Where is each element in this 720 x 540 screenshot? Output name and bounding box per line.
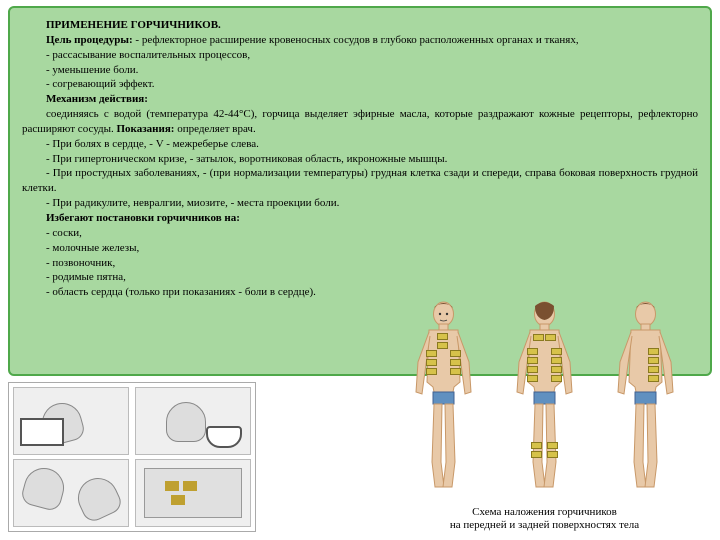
indications-text: определяет врач. — [174, 123, 255, 135]
goal-item: - согревающий эффект. — [22, 77, 698, 92]
mustard-patch — [527, 357, 538, 364]
photo-cell — [13, 387, 129, 455]
patch-icon — [165, 481, 179, 491]
mustard-patch — [450, 368, 461, 375]
mustard-patch — [545, 334, 556, 341]
mustard-patch — [437, 333, 448, 340]
title: ПРИМЕНЕНИЕ ГОРЧИЧНИКОВ. — [22, 18, 698, 33]
body-front — [396, 292, 491, 492]
mustard-patch — [426, 368, 437, 375]
back-surface — [144, 468, 242, 518]
photo-cell — [135, 459, 251, 527]
photo-cell — [135, 387, 251, 455]
caption-line2: на передней и задней поверхностях тела — [450, 519, 639, 531]
hand-icon — [71, 471, 124, 524]
caption-line1: Схема наложения горчичников — [472, 506, 617, 518]
goal-item: - рассасывание воспалительных процессов, — [22, 48, 698, 63]
avoid-item: - соски, — [22, 226, 698, 241]
mustard-patch — [533, 334, 544, 341]
mustard-patch — [648, 375, 659, 382]
mustard-patch — [450, 350, 461, 357]
mustard-patch — [551, 375, 562, 382]
mustard-patch — [531, 442, 542, 449]
mustard-patch — [551, 348, 562, 355]
body-diagram: Схема наложения горчичников на передней … — [387, 292, 702, 532]
indication-item: - При простудных заболеваниях, - (при но… — [22, 166, 698, 196]
mustard-patch — [551, 357, 562, 364]
indication-item: - При болях в сердце, - V - межреберье с… — [22, 137, 698, 152]
avoid-item: - позвоночник, — [22, 256, 698, 271]
goal-item: - уменьшение боли. — [22, 63, 698, 78]
hand-icon — [20, 464, 69, 513]
mustard-patch — [437, 342, 448, 349]
goal-text: - рефлекторное расширение кровеносных со… — [133, 34, 579, 46]
mustard-patch — [527, 348, 538, 355]
mustard-patch — [527, 375, 538, 382]
body-back — [497, 292, 592, 492]
avoid-item: - молочные железы, — [22, 241, 698, 256]
tray-icon — [20, 418, 64, 446]
procedure-photo — [8, 382, 256, 532]
goal-line: Цель процедуры: - рефлекторное расширени… — [22, 33, 698, 48]
patch-icon — [171, 495, 185, 505]
mustard-patch — [547, 451, 558, 458]
photo-cell — [13, 459, 129, 527]
diagram-caption: Схема наложения горчичников на передней … — [387, 506, 702, 532]
mustard-patch — [648, 366, 659, 373]
indication-item: - При гипертоническом кризе, - затылок, … — [22, 152, 698, 167]
mustard-patch — [547, 442, 558, 449]
mustard-patch — [531, 451, 542, 458]
avoid-item: - родимые пятна, — [22, 270, 698, 285]
indications-label: Показания: — [117, 123, 175, 135]
mustard-patch — [426, 359, 437, 366]
mustard-patch — [648, 348, 659, 355]
mustard-patch — [527, 366, 538, 373]
body-side — [598, 292, 693, 492]
patch-icon — [183, 481, 197, 491]
goal-label: Цель процедуры: — [46, 34, 133, 46]
hand-icon — [166, 402, 206, 442]
mechanism-text: соединяясь с водой (температура 42-44°С)… — [22, 107, 698, 137]
mustard-patch — [450, 359, 461, 366]
avoid-label: Избегают постановки горчичников на: — [22, 211, 698, 226]
mustard-patch — [648, 357, 659, 364]
body-row — [387, 292, 702, 492]
mustard-patch — [551, 366, 562, 373]
mustard-patch — [426, 350, 437, 357]
bowl-icon — [206, 426, 242, 448]
mechanism-label: Механизм действия: — [22, 92, 698, 107]
indication-item: - При радикулите, невралгии, миозите, - … — [22, 196, 698, 211]
